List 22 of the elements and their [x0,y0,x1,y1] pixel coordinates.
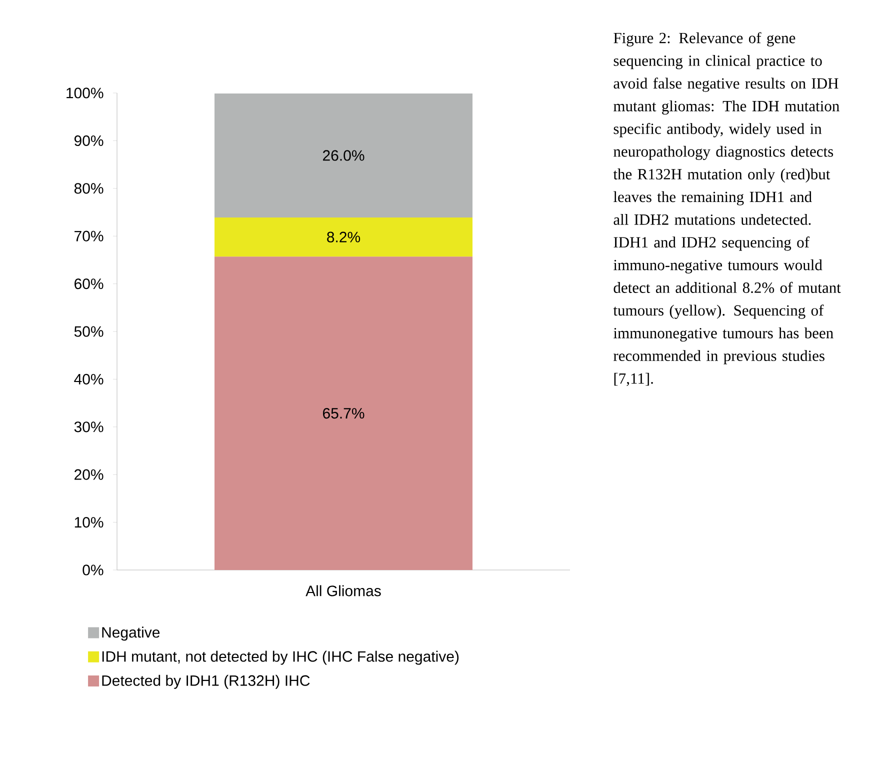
y-tick-label: 70% [74,230,104,242]
y-tick-label: 10% [74,516,104,528]
y-tick-label: 80% [74,183,104,194]
text: Figure 2: Relevance of gene sequencing in clinical practice to avoid false negative results on IDH mutant gliomas: The IDH mutation specific antibody, widely used in neuropathology diagnostics detects the R132H mutation only (red)but leaves the remaining IDH1 and all IDH2 mutations undetected. IDH1 and IDH2 sequencing of immuno-negative tumours would detect an additional 8.2% of mutant tumours (yellow). Sequencing of immunonegative tumours has been recommended in previous studies [7,11]. [613,32,841,386]
data-label: 65.7% [323,408,364,419]
data-label: 26.0% [322,150,364,161]
y-tick-label: 20% [74,469,104,480]
bar [214,217,473,257]
legend-label: Negative [102,626,160,641]
y-tick-label: 30% [74,422,104,432]
y-tick-label: 0% [82,564,104,576]
legend-label: IDH mutant, not detected by IHC (IHC False negative) [102,650,459,665]
bar [214,93,473,218]
y-tick-label: 40% [74,374,104,385]
bar [214,256,473,570]
y-tick-label: 50% [74,326,104,337]
legend-label: Detected by IDH1 (R132H) IHC [102,674,310,689]
y-tick-label: 100% [66,88,104,98]
data-label: 8.2% [327,232,360,242]
y-tick-label: 90% [74,135,104,146]
x-tick-label: All Gliomas [306,585,381,596]
y-tick-label: 60% [74,278,104,290]
